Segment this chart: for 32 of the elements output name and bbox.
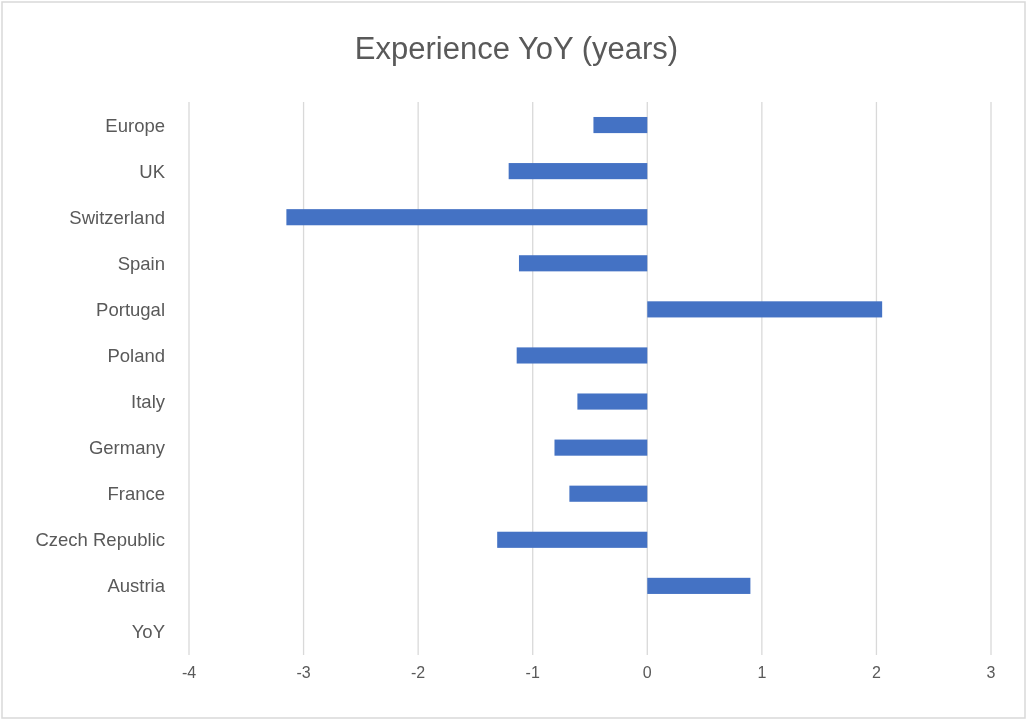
x-tick-label: 0 [642, 664, 652, 682]
y-tick-label: Poland [107, 344, 165, 366]
bar [593, 116, 648, 134]
y-tick-label: Germany [88, 437, 166, 459]
x-tick-label: -1 [525, 664, 540, 682]
bar [508, 163, 648, 180]
x-tick-label: -2 [411, 664, 426, 682]
bar [647, 301, 883, 318]
x-tick-label: 1 [757, 664, 767, 682]
y-tick-label: YoY [131, 621, 165, 643]
y-tick-label: Portugal [96, 298, 165, 320]
y-tick-label: Spain [117, 252, 165, 274]
y-tick-label: Italy [131, 391, 166, 413]
bar [286, 209, 648, 226]
y-tick-label: Czech Republic [35, 529, 165, 551]
y-tick-label: Austria [107, 575, 166, 597]
x-tick-label: -3 [296, 664, 311, 682]
x-tick-label: 2 [871, 664, 881, 682]
x-tick-label: 3 [986, 664, 996, 682]
bar [518, 255, 648, 272]
bar [569, 485, 648, 502]
bar [497, 531, 648, 548]
bar [647, 577, 751, 594]
x-tick-label: -4 [181, 664, 197, 682]
y-tick-label: Europe [105, 114, 165, 136]
y-tick-label: Switzerland [69, 206, 165, 228]
y-tick-label: UK [139, 160, 166, 182]
chart-title: Experience YoY (years) [354, 30, 679, 66]
y-tick-label: France [107, 483, 165, 505]
bar [554, 439, 648, 456]
bar [577, 393, 648, 410]
bar [516, 347, 648, 364]
